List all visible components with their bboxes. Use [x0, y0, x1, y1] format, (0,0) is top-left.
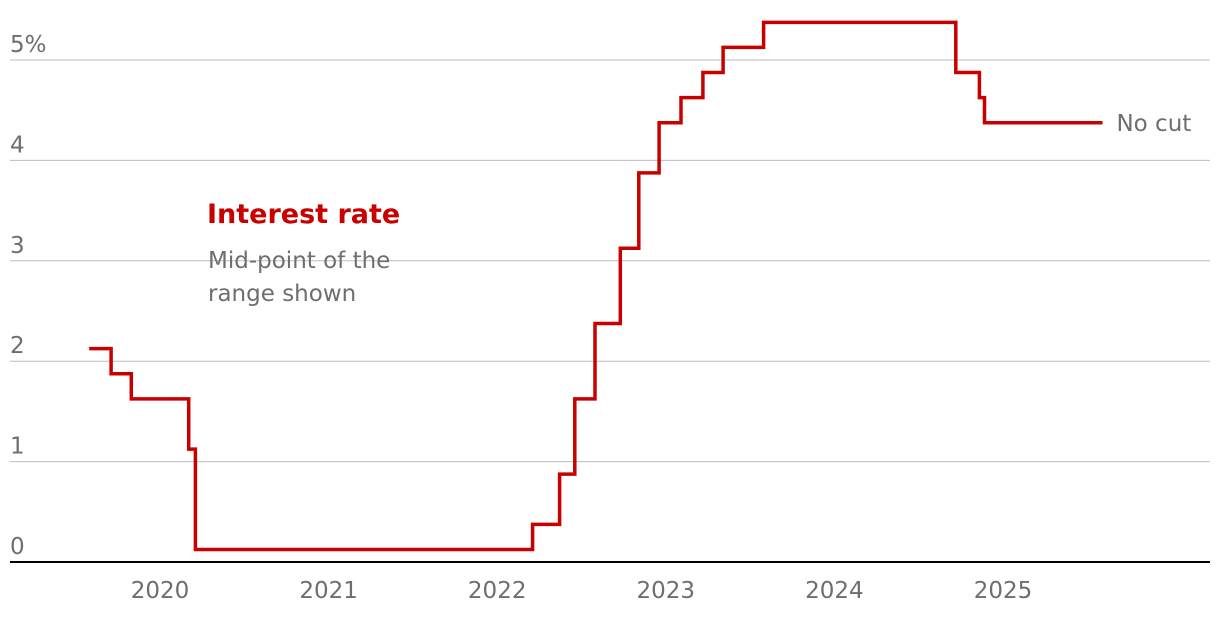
y-tick-label: 1 [10, 434, 25, 460]
x-tick-label: 2022 [468, 578, 527, 604]
y-tick-labels: 0 1 2 3 4 5% [10, 32, 47, 560]
x-tick-label: 2020 [131, 578, 190, 604]
y-tick-label: 0 [10, 534, 25, 560]
y-tick-label: 5% [10, 32, 47, 58]
chart-title: Interest rate [207, 199, 400, 230]
x-tick-label: 2021 [299, 578, 358, 604]
y-tick-label: 2 [10, 333, 25, 359]
grid-lines [10, 59, 1210, 463]
subtitle-line-2: range shown [208, 281, 356, 307]
annotations: No cut [1116, 111, 1191, 137]
x-tick-label: 2023 [637, 578, 696, 604]
x-tick-label: 2024 [805, 578, 864, 604]
subtitle-line-1: Mid-point of the [208, 248, 390, 274]
y-tick-label: 3 [10, 233, 25, 259]
x-tick-label: 2025 [974, 578, 1033, 604]
y-tick-label: 4 [10, 132, 25, 158]
series-layer [89, 20, 1103, 552]
annotation-no-cut: No cut [1116, 111, 1191, 137]
interest-rate-line [89, 20, 1103, 552]
x-tick-labels: 2020 2021 2022 2023 2024 2025 [131, 578, 1033, 604]
chart-subtitle: Mid-point of the range shown [208, 248, 398, 307]
